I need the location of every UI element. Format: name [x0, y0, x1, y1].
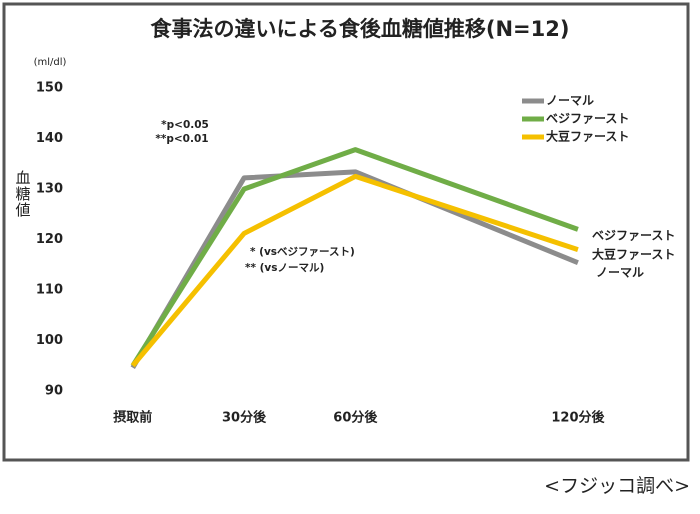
annotation: ** (vsノーマル) [245, 262, 324, 274]
y-tick-label: 120 [36, 232, 63, 247]
y-tick-label: 100 [36, 333, 63, 348]
y-tick-label: 90 [45, 383, 63, 398]
y-tick-label: 150 [36, 81, 63, 96]
annotation: *p<0.05 [161, 119, 209, 131]
y-tick-label: 110 [36, 282, 63, 297]
x-tick-label: 60分後 [333, 410, 378, 426]
x-tick-label: 30分後 [222, 410, 267, 426]
legend-label: 大豆ファースト [546, 129, 629, 144]
frame [2, 2, 690, 462]
annotation: **p<0.01 [155, 133, 208, 145]
series-line [130, 147, 579, 368]
annotation: * (vsベジファースト) [250, 246, 355, 258]
source: <フジッコ調べ> [544, 475, 690, 497]
series-line [130, 173, 579, 368]
legend-label: ベジファースト [546, 112, 629, 126]
y-tick-label: 130 [36, 182, 63, 197]
end-label: 大豆ファースト [592, 247, 675, 262]
x-tick-label: 120分後 [551, 410, 605, 426]
y-unit: (ml/dl) [34, 57, 67, 68]
y-label: 血糖値 [14, 170, 32, 218]
chart-title: 食事法の違いによる食後血糖値推移(N=12) [151, 17, 570, 41]
y-tick-label: 140 [36, 131, 63, 146]
end-label: ベジファースト [592, 229, 675, 243]
x-tick-label: 摂取前 [113, 410, 152, 426]
end-label: ノーマル [596, 266, 644, 280]
legend-label: ノーマル [546, 94, 594, 108]
